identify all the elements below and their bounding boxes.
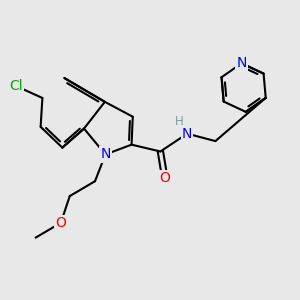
Text: O: O <box>56 216 66 230</box>
Text: N: N <box>236 56 247 70</box>
Text: O: O <box>159 171 170 185</box>
Text: N: N <box>182 127 192 141</box>
Text: Cl: Cl <box>9 79 23 93</box>
Text: N: N <box>100 148 111 161</box>
Text: H: H <box>175 115 184 128</box>
